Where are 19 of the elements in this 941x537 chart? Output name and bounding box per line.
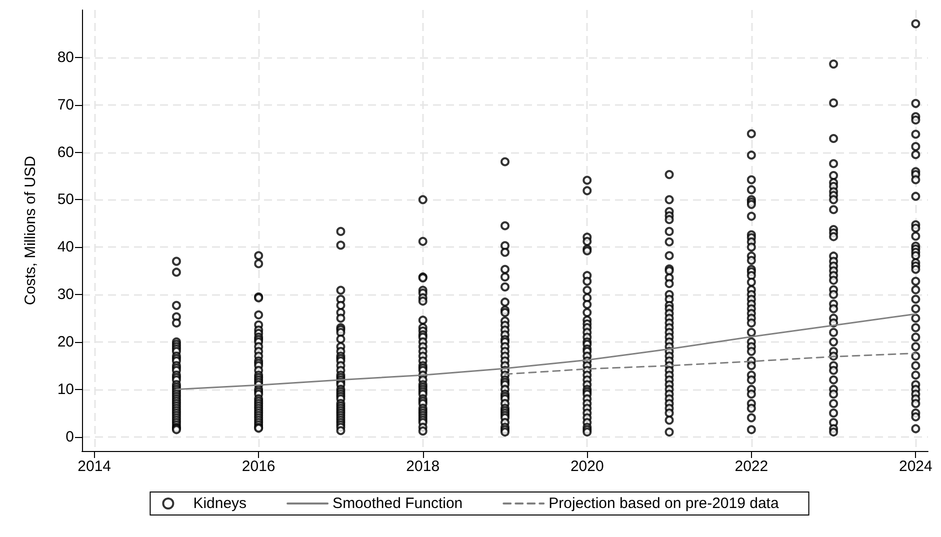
y-tick-label: 60	[57, 144, 74, 161]
x-tick-label: 2016	[242, 458, 276, 475]
y-tick-label: 70	[57, 96, 74, 114]
legend-label: Kidneys	[193, 495, 247, 512]
y-tick-label: 80	[57, 48, 74, 66]
y-tick-label: 50	[57, 191, 74, 208]
x-tick-label: 2022	[734, 458, 768, 475]
y-tick-label: 0	[66, 428, 74, 446]
legend-label: Smoothed Function	[332, 495, 463, 512]
x-tick-label: 2020	[570, 458, 604, 475]
x-tick-label: 2024	[898, 458, 932, 475]
legend-label: Projection based on pre-2019 data	[548, 495, 780, 512]
x-tick-label: 2018	[406, 458, 440, 475]
y-axis-title: Costs, Millions of USD	[22, 156, 39, 306]
y-tick-label: 40	[57, 238, 74, 256]
x-tick-label: 2014	[78, 458, 112, 475]
y-tick-label: 30	[57, 286, 74, 304]
y-tick-label: 10	[57, 380, 74, 398]
y-tick-label: 20	[57, 333, 74, 350]
